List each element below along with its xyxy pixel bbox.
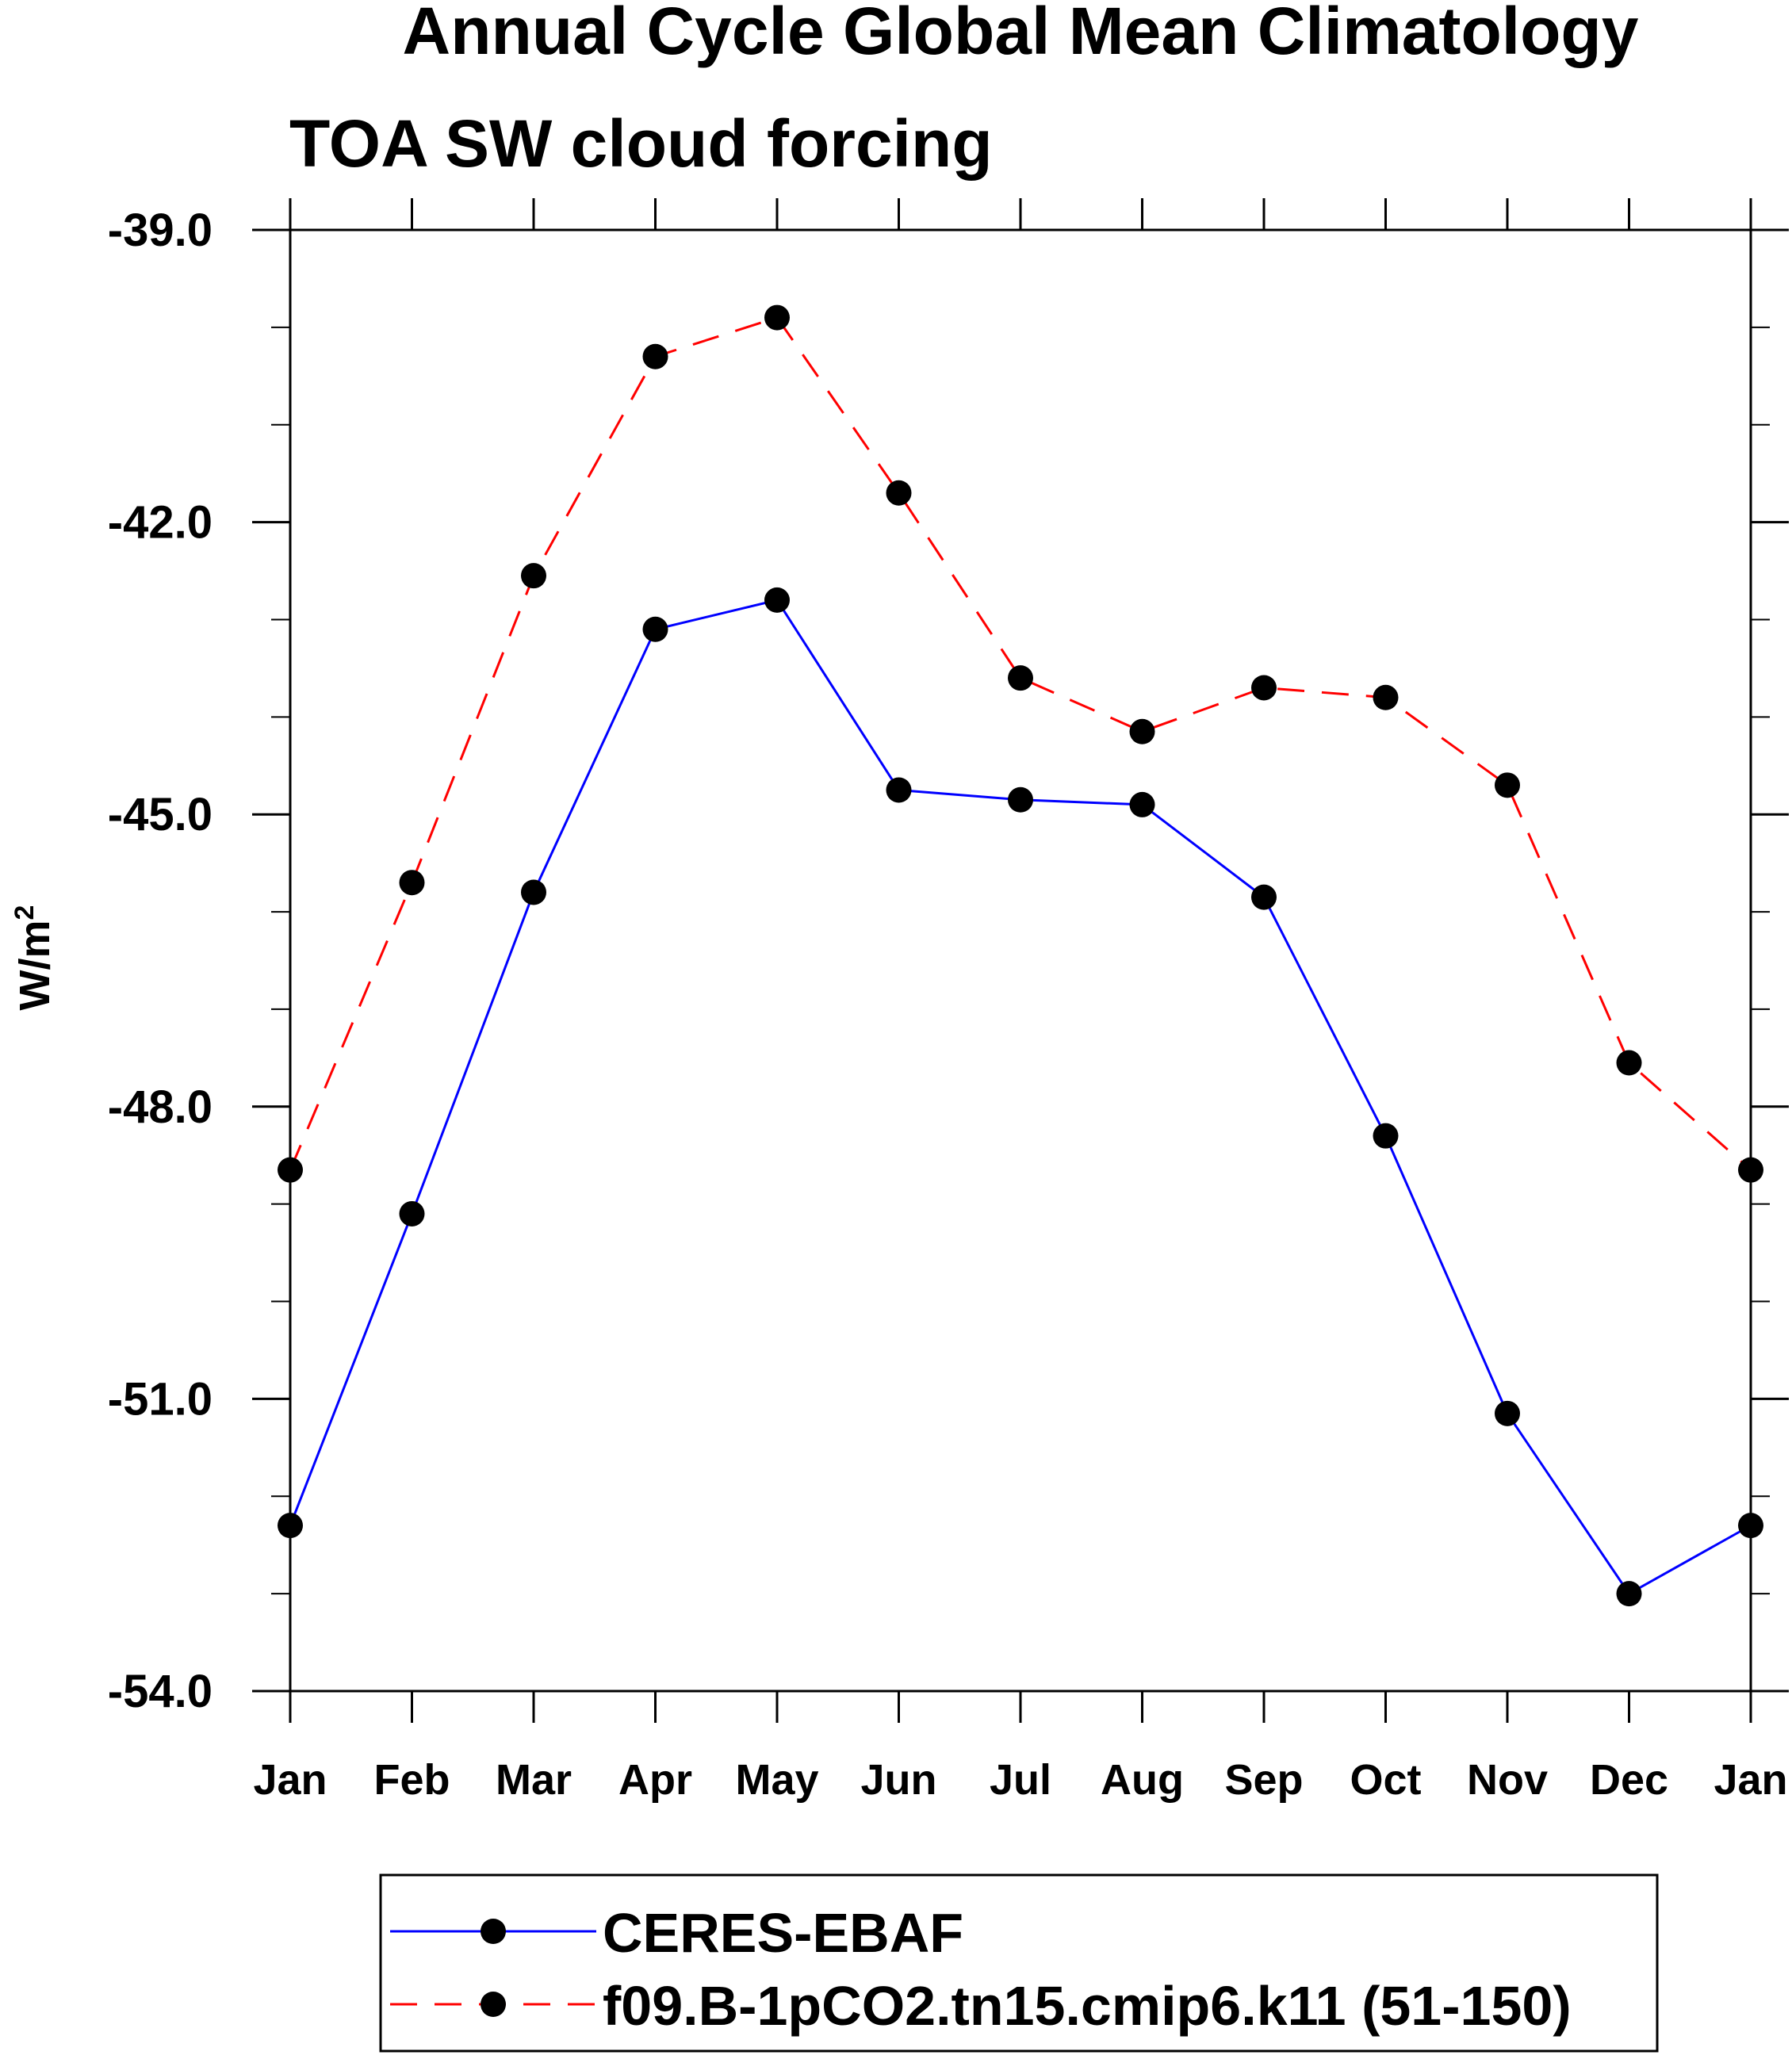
x-tick-label: Mar <box>496 1756 572 1804</box>
data-point-0 <box>1008 786 1033 813</box>
plot-frame <box>289 228 1752 1693</box>
x-tick-label: May <box>735 1756 818 1804</box>
data-point-1 <box>1738 1157 1763 1183</box>
legend-label-1: f09.B-1pCO2.tn15.cmip6.k11 (51-150) <box>603 1975 1572 2037</box>
data-point-0 <box>886 777 912 803</box>
y-tick-label: -39.0 <box>108 205 213 256</box>
data-point-1 <box>1008 665 1033 691</box>
x-tick-label: Oct <box>1350 1756 1421 1804</box>
data-point-1 <box>1373 684 1399 710</box>
x-tick-label: Aug <box>1101 1756 1184 1804</box>
data-point-0 <box>1495 1400 1520 1426</box>
data-point-0 <box>1373 1123 1399 1149</box>
data-point-0 <box>1616 1581 1642 1607</box>
data-point-0 <box>764 587 790 613</box>
data-point-0 <box>521 879 546 905</box>
y-tick-label: -48.0 <box>108 1081 213 1133</box>
data-point-0 <box>1738 1513 1763 1539</box>
data-point-0 <box>1251 884 1277 910</box>
data-point-1 <box>1129 718 1155 744</box>
x-tick-label: Sep <box>1224 1756 1303 1804</box>
data-point-1 <box>399 870 425 896</box>
axes: Jan Feb Mar Apr May Jun Jul Aug Sep Oct Nov Dec Jan-… <box>108 198 1789 1804</box>
x-tick-label: Jan <box>1714 1756 1787 1804</box>
series-line-0 <box>289 599 1752 1596</box>
data-point-0 <box>399 1200 425 1226</box>
y-axis-label: W/m2 <box>10 905 59 1011</box>
x-tick-label: Apr <box>618 1756 692 1804</box>
data-point-1 <box>886 480 912 506</box>
data-point-1 <box>764 304 790 331</box>
data-point-0 <box>278 1513 303 1539</box>
data-point-1 <box>642 343 668 369</box>
chart-subtitle: TOA SW cloud forcing <box>289 106 993 181</box>
x-tick-label: Dec <box>1590 1756 1668 1804</box>
data-point-1 <box>1251 675 1277 701</box>
y-tick-label: -45.0 <box>108 789 213 840</box>
x-tick-label: Nov <box>1467 1756 1548 1804</box>
series <box>278 304 1763 1607</box>
y-tick-label: -54.0 <box>108 1666 213 1717</box>
x-tick-label: Jul <box>990 1756 1051 1804</box>
data-point-1 <box>1616 1050 1642 1076</box>
data-point-1 <box>278 1157 303 1183</box>
data-point-0 <box>1129 791 1155 817</box>
y-axis-label-base: W/m <box>11 920 59 1010</box>
data-point-1 <box>521 563 546 589</box>
legend-box <box>379 1873 1659 2053</box>
x-tick-label: Feb <box>373 1756 450 1804</box>
data-point-1 <box>1495 772 1520 798</box>
legend-label-0: CERES-EBAF <box>603 1902 963 1964</box>
series-line-1 <box>289 316 1752 1171</box>
legend-marker-0 <box>481 1919 506 1944</box>
y-tick-label: -51.0 <box>108 1373 213 1425</box>
chart-title: Annual Cycle Global Mean Climatology <box>403 0 1639 68</box>
y-tick-label: -42.0 <box>108 497 213 549</box>
legend-marker-1 <box>481 1992 506 2017</box>
y-axis-label-sup: 2 <box>10 905 40 920</box>
x-tick-label: Jan <box>253 1756 327 1804</box>
data-point-0 <box>642 616 668 642</box>
legend: CERES-EBAF f09.B-1pCO2.tn15.cmip6.k11 (51… <box>379 1873 1659 2053</box>
x-tick-label: Jun <box>860 1756 936 1804</box>
